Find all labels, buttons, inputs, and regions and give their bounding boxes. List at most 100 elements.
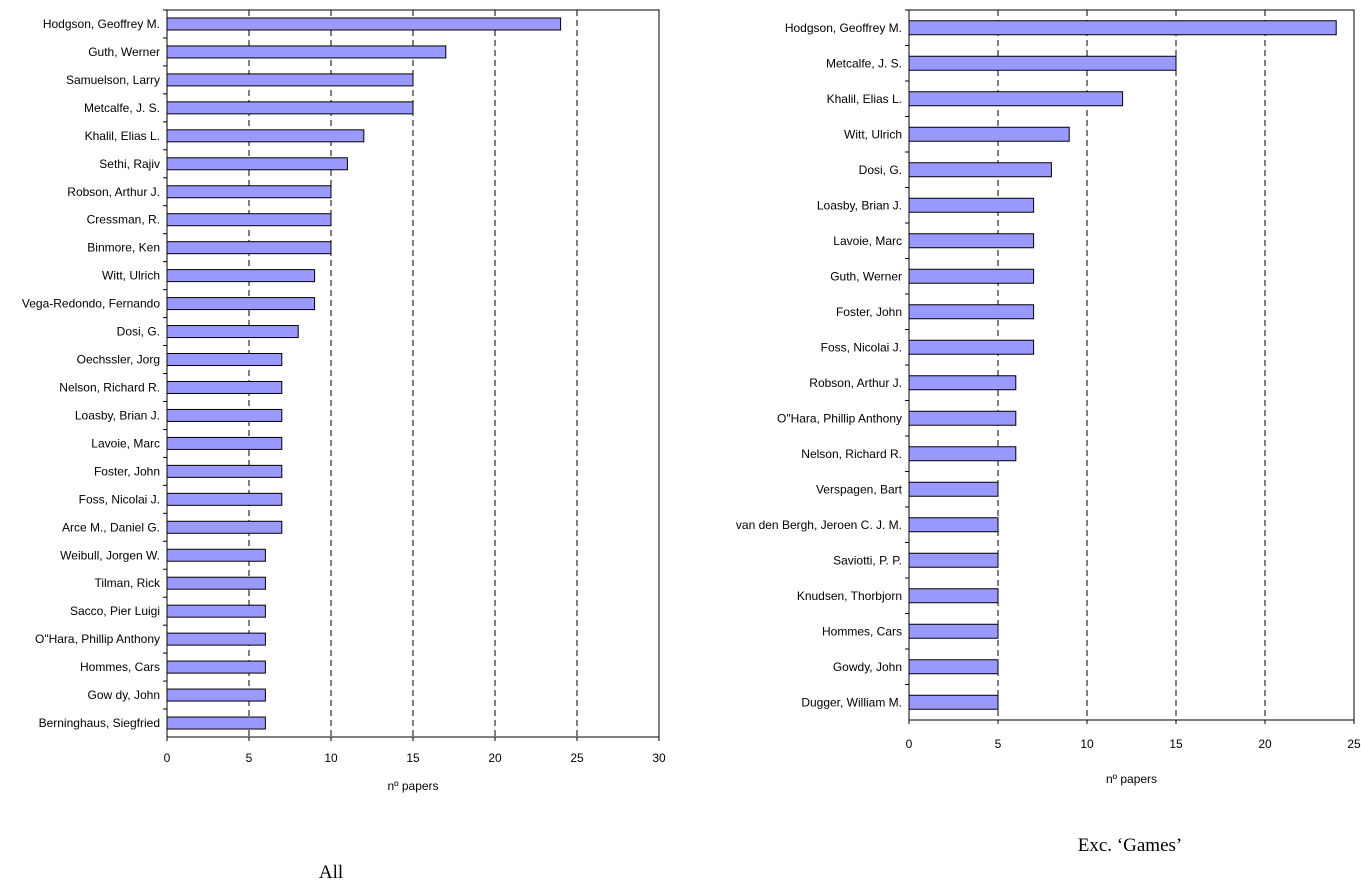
category-label: Robson, Arthur J. <box>809 376 902 390</box>
bar <box>166 380 283 394</box>
category-label: Metcalfe, J. S. <box>826 56 902 70</box>
plot-area <box>908 9 1355 721</box>
bar <box>166 492 283 506</box>
category-label: Hommes, Cars <box>80 660 160 674</box>
bar <box>166 129 365 143</box>
x-tick-label: 20 <box>1258 737 1272 751</box>
x-tick-label: 30 <box>652 751 666 765</box>
bar <box>166 269 316 283</box>
category-label: Cressman, R. <box>87 213 160 227</box>
category-label: Guth, Werner <box>88 45 160 59</box>
x-tick-label: 5 <box>995 737 1002 751</box>
category-label: Witt, Ulrich <box>102 269 160 283</box>
x-tick-label: 5 <box>246 751 253 765</box>
bar <box>166 185 332 199</box>
category-label: Hodgson, Geoffrey M. <box>43 17 160 31</box>
bar <box>908 659 999 675</box>
category-label: Dosi, G. <box>859 163 902 177</box>
category-label: O"Hara, Phillip Anthony <box>777 411 902 425</box>
x-tick-label: 15 <box>406 751 420 765</box>
category-label: Saviotti, P. P. <box>833 553 902 567</box>
category-label: Hodgson, Geoffrey M. <box>785 21 902 35</box>
bar <box>166 548 266 562</box>
category-label: Weibull, Jorgen W. <box>60 548 160 562</box>
category-label: Dosi, G. <box>117 325 160 339</box>
bar <box>908 623 999 639</box>
category-label: Tilman, Rick <box>94 576 161 590</box>
category-label: Guth, Werner <box>830 269 902 283</box>
bar <box>908 694 999 710</box>
x-tick-label: 10 <box>324 751 338 765</box>
bar <box>166 604 266 618</box>
category-label: Loasby, Brian J. <box>817 198 902 212</box>
category-label: O"Hara, Phillip Anthony <box>35 632 160 646</box>
bar <box>908 481 999 497</box>
category-label: Binmore, Ken <box>87 241 160 255</box>
category-label: Nelson, Richard R. <box>801 447 902 461</box>
bar <box>166 576 266 590</box>
category-label: Foss, Nicolai J. <box>79 492 160 506</box>
bar <box>908 20 1337 36</box>
bar <box>166 213 332 227</box>
bar <box>166 157 348 171</box>
x-tick-label: 25 <box>1347 737 1361 751</box>
bar <box>166 436 283 450</box>
bar <box>166 353 283 367</box>
bar <box>908 233 1035 249</box>
category-label: Nelson, Richard R. <box>59 380 160 394</box>
category-label: Arce M., Daniel G. <box>62 520 160 534</box>
category-label: van den Bergh, Jeroen C. J. M. <box>736 518 902 532</box>
category-label: Loasby, Brian J. <box>75 408 160 422</box>
category-label: Foster, John <box>836 305 902 319</box>
bar <box>908 446 1017 462</box>
x-tick-label: 20 <box>488 751 502 765</box>
category-label: Vega-Redondo, Fernando <box>22 297 160 311</box>
bar <box>166 45 447 59</box>
category-label: Metcalfe, J. S. <box>84 101 160 115</box>
bar <box>908 552 999 568</box>
x-axis-label: nº papers <box>1106 772 1157 786</box>
category-label: Foster, John <box>94 464 160 478</box>
bar <box>908 304 1035 320</box>
bar <box>166 101 414 115</box>
bar <box>166 632 266 646</box>
bar <box>908 268 1035 284</box>
bar <box>166 408 283 422</box>
bar <box>908 197 1035 213</box>
category-label: Hommes, Cars <box>822 624 902 638</box>
category-label: Samuelson, Larry <box>66 73 160 87</box>
category-label: Dugger, William M. <box>801 695 902 709</box>
category-label: Sacco, Pier Luigi <box>70 604 160 618</box>
category-label: Khalil, Elias L. <box>85 129 160 143</box>
category-label: Lavoie, Marc <box>833 234 902 248</box>
x-tick-label: 0 <box>164 751 171 765</box>
bar <box>908 588 999 604</box>
bar <box>166 716 266 730</box>
category-label: Witt, Ulrich <box>844 127 902 141</box>
category-label: Khalil, Elias L. <box>827 92 902 106</box>
bar <box>166 688 266 702</box>
category-label: Robson, Arthur J. <box>67 185 160 199</box>
bar <box>166 325 299 339</box>
category-label: Lavoie, Marc <box>91 436 160 450</box>
category-label: Oechssler, Jorg <box>77 353 160 367</box>
category-label: Sethi, Rajiv <box>99 157 160 171</box>
bar <box>908 126 1070 142</box>
chart-caption: Exc. ‘Games’ <box>1078 835 1182 856</box>
bar <box>166 73 414 87</box>
category-label: Knudsen, Thorbjorn <box>797 589 902 603</box>
bar <box>166 17 562 31</box>
category-label: Gowdy, John <box>833 660 902 674</box>
category-label: Foss, Nicolai J. <box>821 340 902 354</box>
bar <box>908 375 1017 391</box>
chart-exc-games: Hodgson, Geoffrey M. Metcalfe, J. S. Khali… <box>736 9 1361 856</box>
bar <box>166 241 332 255</box>
bar <box>908 517 999 533</box>
bar <box>908 91 1124 107</box>
bar <box>908 55 1177 71</box>
bar <box>166 660 266 674</box>
bar <box>908 162 1052 178</box>
category-label: Berninghaus, Siegfried <box>39 716 160 730</box>
bar <box>908 339 1035 355</box>
